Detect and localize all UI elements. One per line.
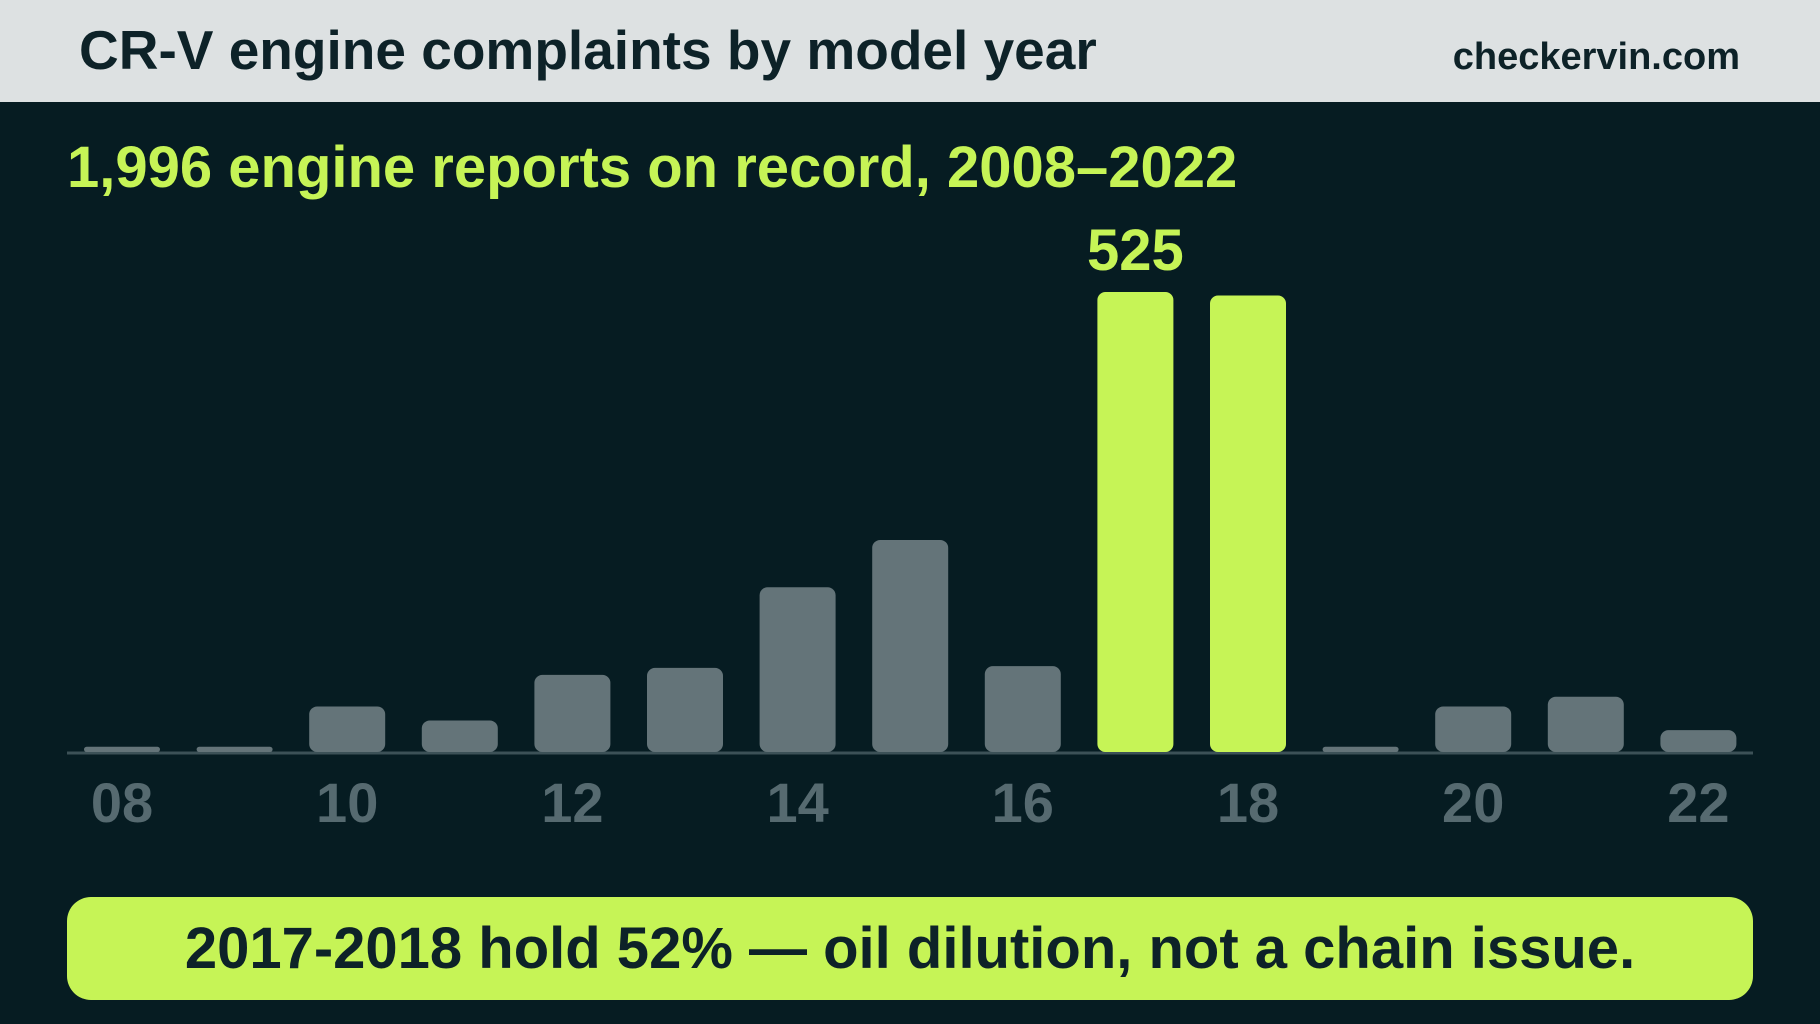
bar-21 (1547, 696, 1624, 752)
tick-label-22: 22 (1667, 771, 1729, 834)
bar-09 (196, 746, 273, 752)
bar-08 (84, 746, 160, 752)
bar-10 (309, 706, 386, 752)
tick-label-08: 08 (91, 771, 153, 834)
chart-subtitle: 1,996 engine reports on record, 2008–202… (67, 135, 1238, 200)
callout-banner: 2017-2018 hold 52% — oil dilution, not a… (67, 897, 1753, 1000)
bar-22 (1660, 730, 1737, 752)
bar-18 (1210, 295, 1286, 752)
tick-label-18: 18 (1217, 771, 1279, 834)
tick-label-20: 20 (1442, 771, 1504, 834)
site-name: checkervin.com (1452, 36, 1740, 78)
bar-20 (1435, 706, 1512, 752)
tick-label-14: 14 (766, 771, 828, 834)
bar-11 (421, 720, 498, 752)
bar-19 (1322, 746, 1399, 752)
bar-14 (759, 587, 836, 752)
bar-12 (534, 674, 611, 752)
bar-chart: 08 10 12 14 16 18 20 22 525 (67, 218, 1753, 834)
tick-label-10: 10 (316, 771, 378, 834)
chart-title: CR-V engine complaints by model year (79, 19, 1097, 81)
bar-13 (647, 667, 723, 752)
bar-15 (872, 539, 949, 752)
callout-text: 2017-2018 hold 52% — oil dilution, not a… (184, 916, 1636, 981)
tick-label-16: 16 (992, 771, 1054, 834)
data-label-17: 525 (1087, 218, 1184, 283)
bar-16 (984, 666, 1061, 752)
bar-17 (1097, 292, 1174, 752)
tick-label-12: 12 (541, 771, 603, 834)
header-bar: CR-V engine complaints by model year che… (0, 0, 1820, 102)
